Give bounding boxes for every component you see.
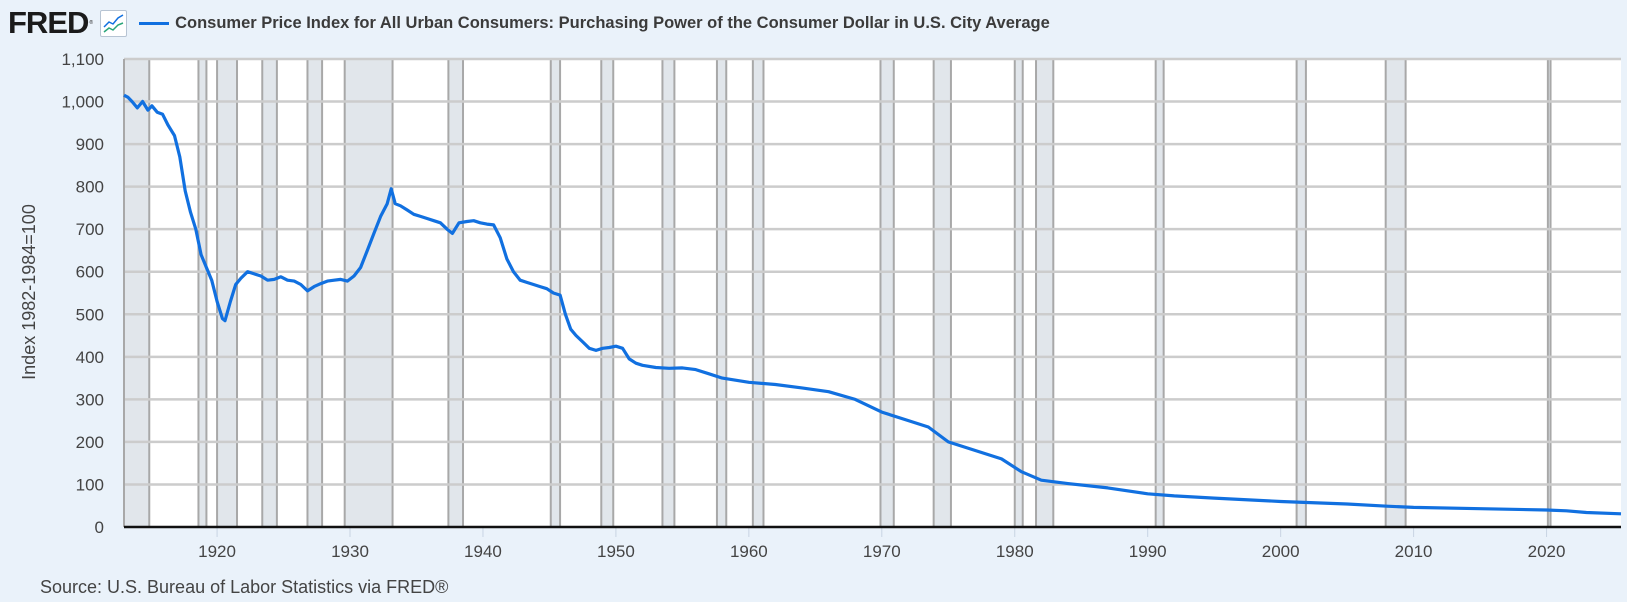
x-tick-label: 2020 [1528,542,1566,561]
recession-band [662,59,675,527]
x-tick-label: 1980 [996,542,1034,561]
legend-swatch [139,21,170,25]
x-tick-label: 1970 [863,542,901,561]
recession-band [716,59,727,527]
series-line[interactable] [123,93,1622,516]
y-tick-label: 900 [76,135,104,154]
recession-band [933,59,951,527]
x-tick-label: 1960 [730,542,768,561]
recession-band [752,59,764,527]
chart-title: Consumer Price Index for All Urban Consu… [175,13,1050,32]
line-graph-icon[interactable] [100,9,128,37]
y-tick-label: 800 [76,178,104,197]
recession-band [448,59,464,527]
y-tick-label: 200 [76,433,104,452]
x-axis-ticks: 1920 1930 1940 1950 1960 1970 1980 1990 2000 2010… [198,527,1565,561]
y-tick-label: 300 [76,390,104,409]
recession-band [344,59,393,527]
source-note: Source: U.S. Bureau of Labor Statistics … [40,577,449,597]
y-tick-label: 0 [95,518,104,537]
recession-band [262,59,277,527]
x-tick-label: 2000 [1262,542,1300,561]
x-tick-label: 1940 [464,542,502,561]
recession-band [198,59,207,527]
y-axis-ticks: 0 100 200 300 400 500 600 700 800 900 1,000 1,100 [61,50,104,537]
x-tick-label: 1950 [597,542,635,561]
x-tick-label: 1930 [331,542,369,561]
x-tick-label: 1920 [198,542,236,561]
recession-band [1296,59,1306,527]
recession-band [1385,59,1406,527]
recession-band [601,59,614,527]
y-tick-label: 1,000 [61,93,104,112]
registered-mark: ® [89,20,94,26]
y-tick-label: 400 [76,348,104,367]
x-tick-label: 1990 [1129,542,1167,561]
recession-band [307,59,323,527]
y-axis-label: Index 1982-1984=100 [19,204,39,380]
recession-band [124,59,150,527]
y-tick-label: 1,100 [61,50,104,69]
recession-bands [123,59,1552,527]
grid-lines [123,57,1621,527]
recession-band [880,59,894,527]
recession-band [217,59,238,527]
chart-header: FRED ® Consumer Price Index for All Urba… [8,5,1050,40]
y-tick-label: 600 [76,263,104,282]
fred-logo[interactable]: FRED [8,5,89,40]
x-tick-label: 2010 [1395,542,1433,561]
recession-band [1014,59,1023,527]
recession-band [1547,59,1551,527]
recession-band [1036,59,1054,527]
y-tick-label: 100 [76,475,104,494]
recession-band [1155,59,1164,527]
y-tick-label: 500 [76,305,104,324]
y-tick-label: 700 [76,220,104,239]
